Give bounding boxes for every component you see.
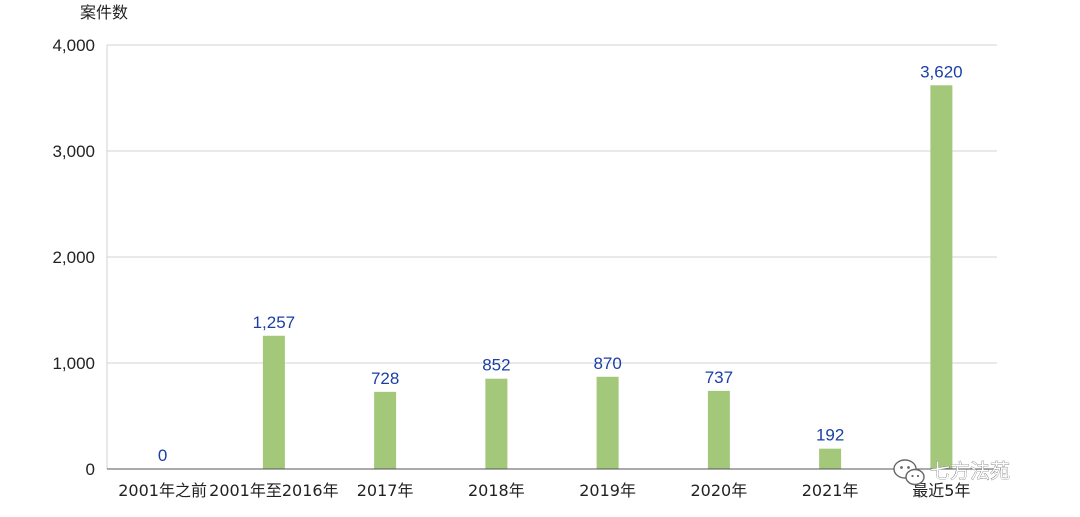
x-tick-label: 2020年 <box>691 481 748 500</box>
wechat-icon <box>893 459 925 486</box>
data-label: 737 <box>705 368 733 387</box>
data-label: 728 <box>371 369 399 388</box>
bar <box>930 85 953 469</box>
bar <box>819 448 842 469</box>
y-tick-label: 0 <box>86 460 95 479</box>
x-tick-label: 2018年 <box>468 481 525 500</box>
data-label: 3,620 <box>920 62 963 81</box>
y-tick-label: 1,000 <box>52 354 95 373</box>
x-tick-label: 2019年 <box>579 481 636 500</box>
bar <box>707 390 730 469</box>
y-tick-label: 3,000 <box>52 142 95 161</box>
y-tick-label: 4,000 <box>52 36 95 55</box>
bars <box>262 85 953 469</box>
bar <box>374 391 397 469</box>
x-tick-label: 2017年 <box>357 481 414 500</box>
y-axis-ticks: 0 1,000 2,000 3,000 4,000 <box>52 36 95 479</box>
bar <box>596 376 619 469</box>
data-label: 870 <box>593 354 621 373</box>
data-label: 1,257 <box>253 313 296 332</box>
x-tick-label: 2001年之前 <box>118 481 207 500</box>
data-label: 192 <box>816 426 844 445</box>
data-label: 852 <box>482 356 510 375</box>
data-labels: 0 1,257 728 852 870 737 192 3,620 <box>158 62 963 465</box>
bar <box>262 335 285 469</box>
x-tick-label: 2001年至2016年 <box>209 481 338 500</box>
x-axis-ticks: 2001年之前 2001年至2016年 2017年 2018年 2019年 2020年 20… <box>118 481 970 500</box>
y-axis-label: 案件数 <box>80 3 128 22</box>
data-label: 0 <box>158 446 167 465</box>
x-tick-label: 2021年 <box>802 481 859 500</box>
watermark-text: 七方法苑 <box>930 459 1010 483</box>
x-tick-label: 最近5年 <box>912 481 970 500</box>
watermark: 七方法苑 <box>893 459 1010 486</box>
y-tick-label: 2,000 <box>52 248 95 267</box>
bar <box>485 378 508 469</box>
gridlines <box>106 44 997 469</box>
